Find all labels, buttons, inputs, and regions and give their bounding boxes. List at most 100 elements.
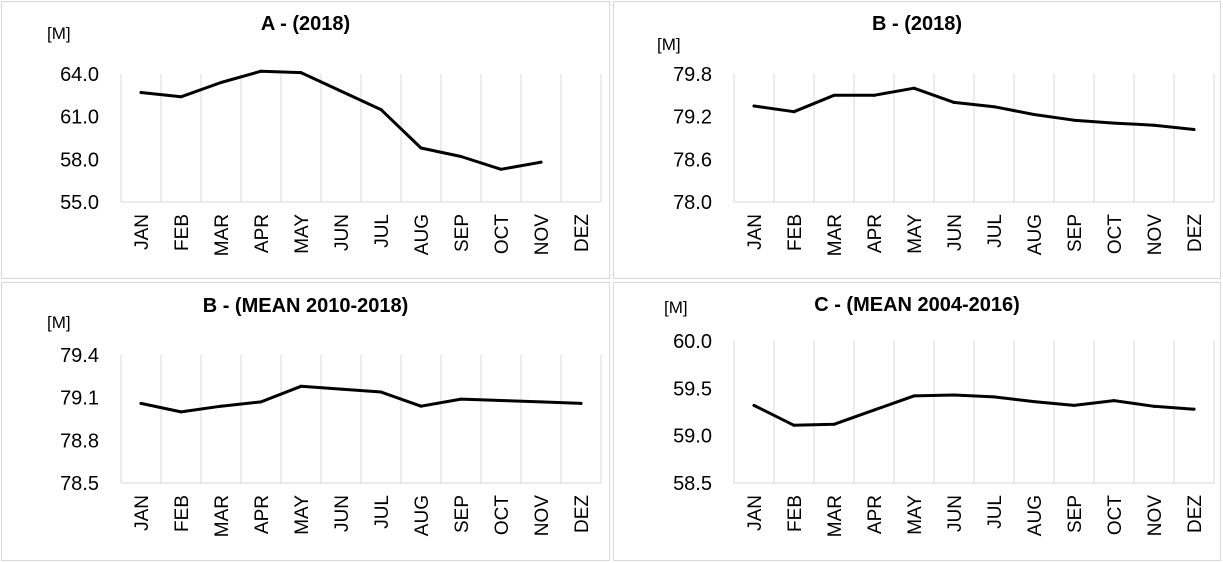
chart-title: B - (MEAN 2010-2018) <box>202 295 409 317</box>
y-tick-label: 78.0 <box>673 192 712 214</box>
chart-plot: 78.5 78.8 79.1 79.4 JAN FEB MAR APR MAY JUN JUL AUG… <box>60 345 602 537</box>
x-tick-label: NOV <box>1145 495 1166 537</box>
x-tick-label: OCT <box>1105 495 1126 536</box>
x-tick-label: SEP <box>1065 214 1086 252</box>
x-tick-label: JUL <box>372 495 393 529</box>
chart-title: C - (MEAN 2004-2016) <box>814 294 1020 316</box>
x-tick-label: MAR <box>212 495 233 537</box>
x-tick-label: FEB <box>172 214 193 251</box>
data-point <box>1152 123 1156 127</box>
x-tick-label: SEP <box>452 214 473 252</box>
data-point <box>912 394 916 398</box>
chart-plot: 58.5 59.0 59.5 60.0 JAN FEB MAR APR MAY JUN JUL AUG… <box>673 331 1215 537</box>
x-tick-label: OCT <box>492 214 513 255</box>
data-point <box>832 422 836 426</box>
y-tick-label: 79.4 <box>60 345 99 367</box>
x-tick-label: APR <box>865 214 886 253</box>
x-tick-label: APR <box>865 495 886 534</box>
x-tick-label: MAY <box>292 214 313 254</box>
data-point <box>219 404 223 408</box>
y-tick-label: 78.5 <box>60 473 99 495</box>
data-point <box>752 403 756 407</box>
data-point <box>872 93 876 97</box>
x-tick-label: MAY <box>905 214 926 254</box>
x-tick-label: DEZ <box>572 214 593 252</box>
x-tick-label: AUG <box>412 495 433 536</box>
x-tick-label: JAN <box>132 214 153 250</box>
x-tick-label: MAR <box>212 214 233 256</box>
x-tick-label: DEZ <box>572 495 593 533</box>
data-point <box>379 390 383 394</box>
x-tick-label: NOV <box>532 214 553 256</box>
data-point <box>219 81 223 85</box>
x-tick-label: MAR <box>825 214 846 256</box>
data-point <box>339 89 343 93</box>
data-point <box>1192 407 1196 411</box>
data-point <box>499 399 503 403</box>
y-tick-label: 59.5 <box>673 378 712 400</box>
y-axis-unit-label: [M] <box>657 35 681 54</box>
data-point <box>299 71 303 75</box>
x-tick-label: JUL <box>985 214 1006 248</box>
data-point <box>139 401 143 405</box>
x-tick-label: JAN <box>745 495 766 531</box>
data-point <box>1112 399 1116 403</box>
chart-panel-a-2018: A - (2018) [M] 55.0 58.0 61.0 64.0 JAN FEB MAR… <box>1 1 610 279</box>
x-tick-label: FEB <box>172 495 193 532</box>
data-point <box>419 404 423 408</box>
x-tick-label: APR <box>252 214 273 253</box>
x-tick-label: JUN <box>945 495 966 532</box>
data-point <box>1192 127 1196 131</box>
data-point <box>139 90 143 94</box>
x-tick-label: NOV <box>532 495 553 537</box>
x-tick-label: JAN <box>745 214 766 250</box>
data-point <box>752 104 756 108</box>
chart-panel-b-2018: B - (2018) [M] 78.0 78.6 79.2 79.8 JAN FEB MAR… <box>613 1 1221 279</box>
x-tick-label: SEP <box>1065 495 1086 533</box>
chart-title: B - (2018) <box>871 13 963 35</box>
data-point <box>299 384 303 388</box>
data-point <box>539 160 543 164</box>
x-tick-label: JUL <box>372 214 393 248</box>
data-point <box>992 395 996 399</box>
data-point <box>1072 118 1076 122</box>
data-point <box>1032 400 1036 404</box>
series-line <box>139 384 583 414</box>
x-tick-label: SEP <box>452 495 473 533</box>
x-tick-label: NOV <box>1145 214 1166 256</box>
data-point <box>459 154 463 158</box>
x-tick-label: FEB <box>785 214 806 251</box>
x-tick-label: JUL <box>985 495 1006 529</box>
data-point <box>952 393 956 397</box>
data-point <box>1032 113 1036 117</box>
y-tick-label: 58.5 <box>673 473 712 495</box>
data-point <box>912 86 916 90</box>
data-point <box>499 167 503 171</box>
x-tick-label: JUN <box>332 495 353 532</box>
chart-title: A - (2018) <box>260 13 351 35</box>
x-tick-label: JUN <box>945 214 966 251</box>
data-point <box>1112 121 1116 125</box>
y-tick-label: 58.0 <box>60 149 99 171</box>
x-tick-label: AUG <box>1025 495 1046 536</box>
data-point <box>339 387 343 391</box>
y-tick-label: 55.0 <box>60 192 99 214</box>
x-tick-label: MAR <box>825 495 846 537</box>
x-tick-label: AUG <box>1025 214 1046 255</box>
data-point <box>792 423 796 427</box>
data-point <box>459 397 463 401</box>
series-line <box>752 86 1196 131</box>
y-tick-label: 61.0 <box>60 107 99 129</box>
data-point <box>259 400 263 404</box>
series-line <box>752 393 1196 427</box>
x-tick-label: OCT <box>1105 214 1126 255</box>
y-tick-label: 79.2 <box>673 107 712 129</box>
x-tick-label: JAN <box>132 495 153 531</box>
data-point <box>579 401 583 405</box>
data-point <box>1152 404 1156 408</box>
data-point <box>792 110 796 114</box>
y-tick-label: 79.1 <box>60 388 99 410</box>
x-tick-label: AUG <box>412 214 433 255</box>
y-tick-label: 78.8 <box>60 430 99 452</box>
chart-panel-c-mean-2004-2016: C - (MEAN 2004-2016) [M] 58.5 59.0 59.5 60.… <box>613 282 1221 561</box>
